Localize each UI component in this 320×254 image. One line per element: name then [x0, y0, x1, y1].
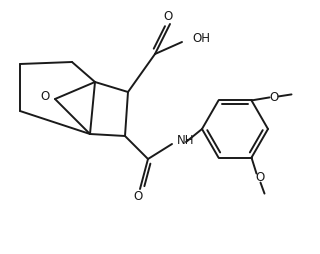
Text: O: O — [133, 189, 143, 202]
Text: O: O — [270, 91, 279, 104]
Text: NH: NH — [177, 135, 195, 148]
Text: OH: OH — [192, 33, 210, 45]
Text: O: O — [164, 10, 172, 24]
Text: O: O — [40, 90, 50, 103]
Text: O: O — [256, 171, 265, 184]
